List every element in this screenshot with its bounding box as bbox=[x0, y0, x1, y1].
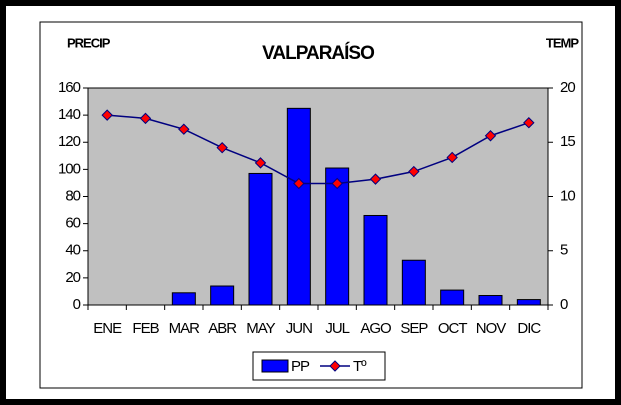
bar bbox=[325, 167, 350, 306]
marker bbox=[101, 109, 113, 121]
marker bbox=[408, 165, 420, 178]
marker bbox=[331, 177, 343, 190]
y2-tick-label: 20 bbox=[560, 79, 575, 96]
y-tick-label: 120 bbox=[58, 133, 81, 150]
x-tick-label: NOV bbox=[476, 320, 507, 337]
marker bbox=[139, 112, 152, 125]
x-tick-label: JUN bbox=[286, 320, 312, 337]
x-tick-label: AGO bbox=[360, 320, 391, 337]
legend-label: Tº bbox=[353, 358, 367, 375]
x-tick-label: MAY bbox=[246, 320, 275, 337]
legend-swatch bbox=[261, 359, 289, 373]
x-tick-label: DIC bbox=[517, 320, 541, 337]
y2-tick-label: 0 bbox=[560, 296, 568, 313]
y-tick-label: 20 bbox=[65, 269, 80, 286]
legend-label: PP bbox=[291, 358, 310, 375]
bar bbox=[363, 214, 388, 306]
y-tick-label: 60 bbox=[65, 215, 80, 232]
x-tick-label: ENE bbox=[93, 320, 122, 337]
x-tick-label: MAR bbox=[169, 320, 201, 337]
y-tick-label: 140 bbox=[58, 106, 81, 123]
bar bbox=[440, 289, 465, 306]
bar bbox=[401, 259, 426, 306]
legend-marker bbox=[329, 360, 341, 372]
plot-area bbox=[87, 87, 549, 306]
bar bbox=[286, 107, 311, 306]
marker bbox=[254, 157, 267, 169]
y-tick-label: 100 bbox=[58, 160, 81, 177]
bar bbox=[516, 299, 541, 306]
x-tick-label: FEB bbox=[132, 320, 159, 337]
y2-tick-label: 15 bbox=[560, 133, 575, 150]
y-tick-label: 80 bbox=[65, 187, 80, 204]
chart-frame bbox=[39, 21, 583, 389]
y-tick-label: 40 bbox=[65, 242, 80, 259]
y-axis-label: PRECIP bbox=[67, 35, 111, 50]
y-tick-label: 0 bbox=[73, 296, 81, 313]
marker bbox=[293, 177, 305, 190]
line bbox=[107, 114, 530, 185]
bar bbox=[248, 172, 273, 306]
marker bbox=[178, 123, 190, 135]
chart-title: VALPARAÍSO bbox=[262, 42, 374, 64]
x-tick-label: JUL bbox=[325, 320, 349, 337]
y2-axis-label: TEMP bbox=[546, 35, 579, 50]
marker bbox=[446, 151, 458, 164]
marker bbox=[484, 130, 497, 142]
marker bbox=[369, 173, 382, 185]
bar bbox=[478, 295, 503, 306]
y-tick-label: 160 bbox=[58, 79, 81, 96]
marker bbox=[216, 141, 228, 154]
bar bbox=[171, 292, 196, 306]
marker bbox=[523, 117, 535, 129]
y2-tick-label: 5 bbox=[560, 242, 568, 259]
bar bbox=[210, 285, 235, 306]
y2-tick-label: 10 bbox=[560, 187, 575, 204]
x-tick-label: SEP bbox=[400, 320, 428, 337]
x-tick-label: ABR bbox=[208, 320, 237, 337]
x-tick-label: OCT bbox=[438, 320, 468, 337]
